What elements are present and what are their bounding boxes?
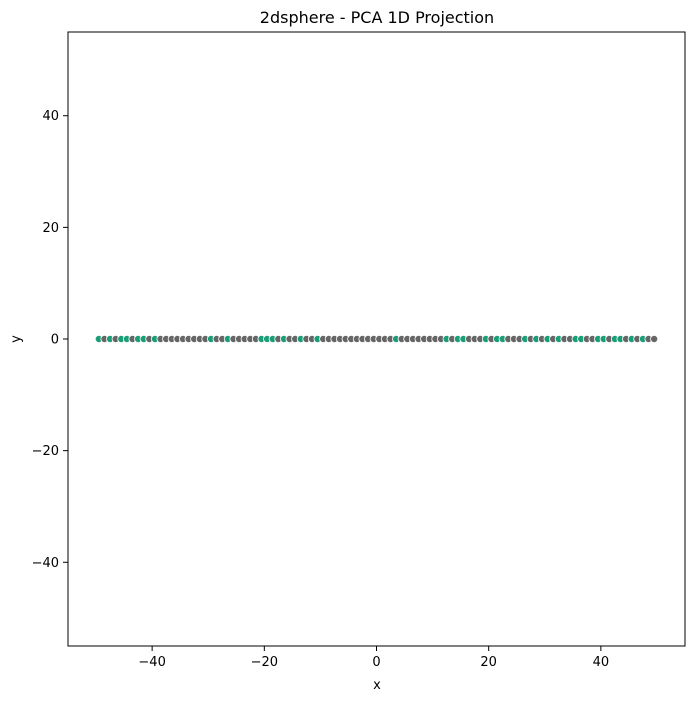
- y-tick-label: 40: [42, 109, 59, 124]
- data-point: [650, 334, 659, 343]
- x-tick-label: −20: [251, 655, 278, 670]
- x-tick-label: 0: [372, 655, 380, 670]
- y-tick-label: −20: [32, 444, 59, 459]
- y-axis-label: y: [9, 335, 24, 343]
- x-tick-label: 20: [480, 655, 497, 670]
- x-tick-label: −40: [138, 655, 165, 670]
- y-tick-label: 0: [51, 333, 59, 348]
- y-tick-label: 20: [42, 221, 59, 236]
- x-axis: −40 −20 0 20 40: [138, 646, 609, 670]
- y-axis: −40 −20 0 20 40: [32, 109, 68, 571]
- y-tick-label: −40: [32, 556, 59, 571]
- points-layer: [94, 334, 659, 343]
- x-axis-label: x: [373, 678, 381, 693]
- chart-title: 2dsphere - PCA 1D Projection: [260, 8, 494, 27]
- x-tick-label: 40: [593, 655, 610, 670]
